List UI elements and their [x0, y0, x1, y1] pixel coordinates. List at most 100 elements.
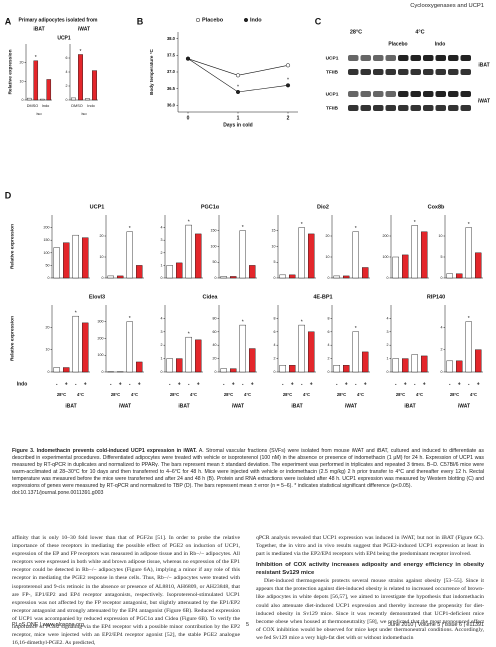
bar: [54, 368, 60, 372]
x-tick-label: 0: [187, 115, 190, 121]
y-tick-label: 15: [272, 229, 276, 233]
sign-label: -: [449, 381, 451, 387]
y-tick-label: 0: [161, 276, 163, 280]
x-axis-label: Days in cold: [223, 122, 252, 128]
depot-label: iWAT: [458, 403, 470, 409]
figure: A Primary adipocytes isolated from UCP1 Rel…: [0, 0, 496, 445]
temperature-label: 28°C: [450, 392, 459, 397]
sign-label: +: [404, 381, 407, 387]
y-tick-label: 10: [439, 234, 443, 238]
y-tick-label: 38.0: [167, 36, 176, 41]
y-tick-label: 5: [274, 260, 276, 264]
sign-label: -: [75, 381, 77, 387]
y-tick-label: 0: [22, 98, 24, 102]
bar: [447, 274, 453, 278]
significance: *: [129, 316, 131, 322]
temperature-label: 28°C: [57, 392, 66, 397]
depot-label: iWAT: [345, 403, 357, 409]
y-tick-label: 0: [328, 276, 330, 280]
bar: [280, 365, 286, 372]
blot-band: [448, 91, 459, 97]
y-tick-label: 0: [441, 370, 443, 374]
y-tick-label: 20: [213, 357, 217, 361]
depot-label: iBAT: [65, 403, 76, 409]
section-heading: Inhibition of COX activity increases adi…: [256, 561, 484, 577]
bar: [289, 275, 295, 278]
blot-band: [448, 105, 459, 111]
y-tick-label: 0: [215, 370, 217, 374]
significance: *: [80, 49, 82, 55]
sign-label: +: [458, 381, 461, 387]
y-axis-label: Relative expression: [9, 316, 15, 361]
panel-label: A: [5, 16, 12, 26]
blot-band: [373, 69, 384, 75]
blot-band: [423, 91, 434, 97]
bar: [456, 274, 462, 278]
bar: [353, 332, 359, 372]
bar: [127, 232, 133, 278]
sign-label: +: [138, 381, 141, 387]
y-tick-label: 20: [100, 234, 104, 238]
blot-band: [386, 105, 397, 111]
panel-label: C: [315, 16, 322, 26]
sign-label: -: [336, 381, 338, 387]
y-tick-label: 4: [161, 316, 163, 320]
gene-label: Elovl3: [89, 294, 105, 300]
panel-title: Primary adipocytes isolated from: [19, 17, 98, 23]
y-tick-label: 60: [213, 330, 217, 334]
bar: [230, 276, 236, 278]
sign-label: +: [65, 381, 68, 387]
caption: Figure 3. Indomethacin prevents cold-ind…: [12, 448, 484, 497]
bar: [167, 359, 173, 372]
bar: [186, 225, 192, 278]
bar: [456, 361, 462, 372]
y-tick-label: 36.5: [167, 86, 176, 91]
blot-label: TFIIB: [326, 105, 339, 111]
bar: [108, 276, 114, 278]
bar: [82, 323, 88, 372]
y-tick-label: 2: [161, 343, 163, 347]
y-tick-label: 0: [102, 370, 104, 374]
significance: *: [242, 225, 244, 231]
blot-band: [436, 105, 447, 111]
bar: [362, 352, 368, 372]
sign-label: +: [119, 381, 122, 387]
significance: *: [242, 319, 244, 325]
y-tick-label: 10: [272, 244, 276, 248]
depot-label: iWAT: [78, 26, 90, 32]
bar: [27, 98, 31, 100]
sign-label: -: [169, 381, 171, 387]
y-tick-label: 4: [161, 226, 163, 230]
footer-page: 5: [246, 622, 249, 628]
bar: [334, 365, 340, 372]
bar: [343, 276, 349, 278]
y-tick-label: 0: [48, 276, 50, 280]
blot-band: [448, 69, 459, 75]
blot-band: [461, 55, 472, 61]
blot-band: [398, 55, 409, 61]
y-tick-label: 0: [66, 98, 68, 102]
caption-doi: doi:10.1371/journal.pone.0011391.g003: [12, 490, 103, 496]
sign-label: -: [355, 381, 357, 387]
temperature-label: 4°C: [131, 392, 138, 397]
y-tick-label: 4: [387, 316, 389, 320]
gene-label: Dio2: [317, 204, 329, 210]
bar: [117, 276, 123, 278]
y-tick-label: 0: [274, 370, 276, 374]
point: [236, 74, 240, 78]
blot-band: [436, 55, 447, 61]
sign-label: +: [197, 381, 200, 387]
sign-label: -: [468, 381, 470, 387]
bar: [308, 234, 314, 278]
gene-label: 4E-BP1: [313, 294, 332, 300]
y-tick-label: 37.5: [167, 52, 176, 57]
y-tick-label: 0: [48, 370, 50, 374]
y-tick-label: 150: [211, 229, 217, 233]
blot-band: [348, 91, 359, 97]
y-tick-label: 2: [441, 348, 443, 352]
blot-band: [423, 105, 434, 111]
gene-label: UCP1: [90, 204, 105, 210]
bar: [186, 337, 192, 372]
y-tick-label: 2: [161, 251, 163, 255]
